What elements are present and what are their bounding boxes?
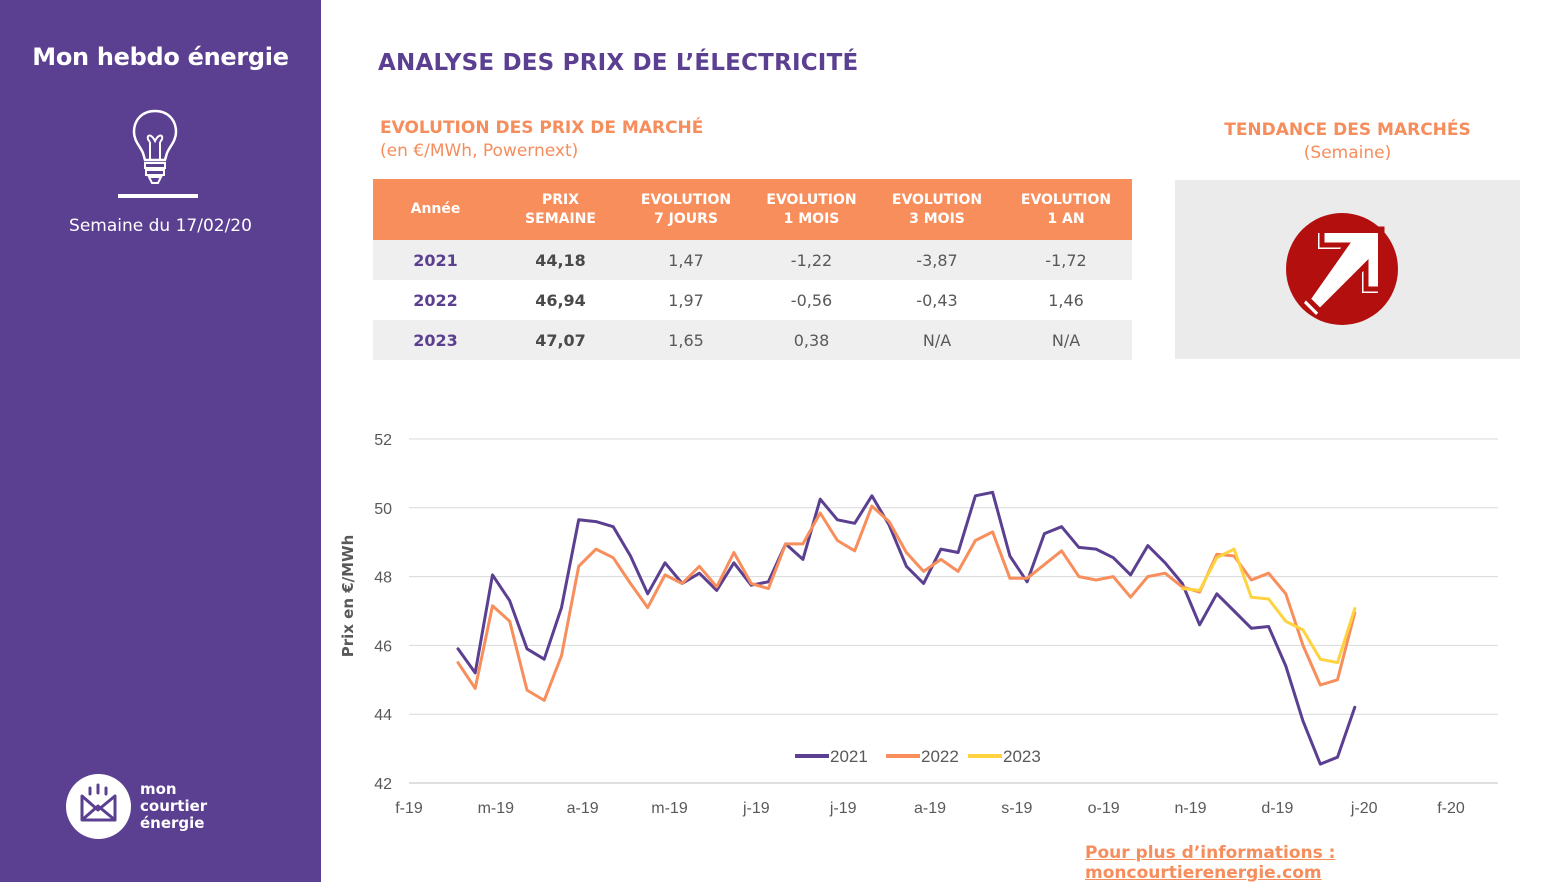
sidebar-divider [118,194,198,198]
x-tick-label: n-19 [1174,800,1206,817]
y-tick-label: 46 [374,638,392,655]
trend-title: TENDANCE DES MARCHÉS [1224,120,1471,140]
legend-label-2023: 2023 [1003,747,1041,766]
price-line-chart: 42 44 46 48 50 52 f-19 m-19 a-19 m-19 j-19 j-19 a-19… [374,432,1498,817]
x-tick-label: m-19 [651,800,688,817]
series-line-2022 [456,504,1357,702]
header-price: PRIX SEMAINE [498,179,623,240]
logo-line-3: énergie [140,814,205,832]
trend-box [1175,180,1520,359]
y-tick-label: 42 [374,776,392,793]
cell-7d: 1,47 [623,240,749,280]
x-tick-label: o-19 [1088,800,1120,817]
cell-1m: -0,56 [790,290,833,310]
y-tick-label: 52 [374,432,392,449]
x-tick-label: j-19 [829,800,857,817]
x-tick-label: j-19 [742,800,770,817]
table-row: 2023 47,07 1,65 0,38 N/A N/A [373,320,1132,360]
cell-7d: 1,97 [668,290,704,310]
header-1m: EVOLUTION 1 MOIS [749,179,874,240]
logo-envelope-icon [66,774,131,839]
x-tick-label: f-19 [395,800,423,817]
series-line-2021 [456,490,1357,766]
section-unit: (en €/MWh, Powernext) [380,141,579,161]
series-line-2023 [1180,547,1357,665]
section-title: EVOLUTION DES PRIX DE MARCHÉ [380,118,704,138]
cell-year: 2021 [373,240,498,280]
week-label: Semaine du 17/02/20 [69,216,252,236]
cell-year: 2022 [413,290,458,310]
x-tick-label: m-19 [478,800,515,817]
table-row: 2022 46,94 1,97 -0,56 -0,43 1,46 [373,280,1132,320]
y-tick-label: 48 [374,570,392,587]
cell-1m: 0,38 [749,320,874,360]
legend-label-2021: 2021 [830,747,868,766]
logo-line-1: mon [140,780,177,798]
table-row: 2021 44,18 1,47 -1,22 -3,87 -1,72 [373,240,1132,280]
cell-1y: -1,72 [1000,240,1132,280]
legend-label-2022: 2022 [921,747,959,766]
cell-7d: 1,65 [623,320,749,360]
cell-3m: -0,43 [916,290,958,310]
page-title: ANALYSE DES PRIX DE L’ÉLECTRICITÉ [378,50,859,76]
footer-link[interactable]: Pour plus d’informations : moncourtieren… [1085,843,1336,882]
cell-1y: N/A [1000,320,1132,360]
sidebar-title: Mon hebdo énergie [32,43,289,71]
cell-price: 46,94 [535,290,586,310]
lightbulb-icon [132,109,178,184]
header-year: Année [373,179,498,240]
header-1y: EVOLUTION 1 AN [1000,179,1132,240]
x-tick-label: d-19 [1261,800,1293,817]
cell-price: 44,18 [498,240,623,280]
header-3m: EVOLUTION 3 MOIS [874,179,1000,240]
logo-line-2: courtier [140,797,208,815]
trend-subtitle: (Semaine) [1303,143,1392,163]
x-tick-label: s-19 [1001,800,1032,817]
cell-3m: N/A [874,320,1000,360]
y-axis-label: Prix en €/MWh [339,534,357,658]
sidebar: Mon hebdo énergie Semaine du 17/02/20 mo… [0,0,321,882]
x-tick-label: a-19 [567,800,599,817]
x-tick-label: j-20 [1350,800,1378,817]
cell-price: 47,07 [498,320,623,360]
cell-year: 2023 [373,320,498,360]
header-7d: EVOLUTION 7 JOURS [623,179,749,240]
x-tick-label: f-20 [1437,800,1465,817]
y-tick-label: 50 [374,501,392,518]
y-tick-label: 44 [374,707,392,724]
trend-up-arrow-icon [1286,213,1398,325]
cell-3m: -3,87 [874,240,1000,280]
cell-1y: 1,46 [1048,290,1084,310]
cell-1m: -1,22 [749,240,874,280]
price-table: Année PRIX SEMAINE EVOLUTION 7 JOURS EVOLU… [373,179,1132,360]
logo-text: mon courtier énergie [140,781,207,832]
x-tick-label: a-19 [914,800,946,817]
table-header-row: Année PRIX SEMAINE EVOLUTION 7 JOURS EVOLU… [373,179,1132,240]
